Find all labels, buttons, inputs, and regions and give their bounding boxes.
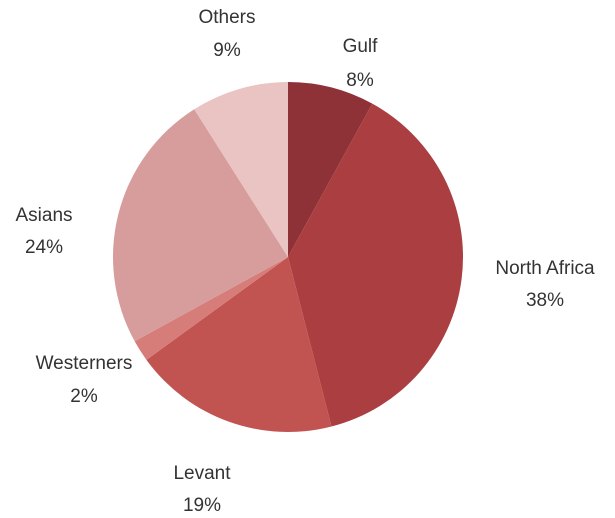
pie-slice-asians — [113, 109, 288, 342]
pie-slice-levant — [146, 257, 332, 432]
slice-value-levant: 19% — [183, 495, 221, 516]
slice-name-north-africa: North Africa — [495, 258, 595, 279]
slice-label-gulf: Gulf 8% — [343, 36, 379, 91]
slice-name-others: Others — [198, 7, 255, 28]
slice-value-asians: 24% — [25, 237, 63, 258]
slice-value-others: 9% — [213, 40, 241, 61]
pie-slice-others — [194, 81, 288, 257]
slice-value-north-africa: 38% — [526, 290, 564, 311]
slice-name-westerners: Westerners — [36, 353, 133, 374]
slice-name-asians: Asians — [15, 205, 72, 226]
slice-label-levant: Levant 19% — [173, 463, 231, 516]
slice-value-gulf: 8% — [346, 70, 374, 91]
pie-slice-westerners — [134, 257, 288, 360]
slice-label-north-africa: North Africa 38% — [495, 258, 595, 311]
pie-slices — [113, 81, 463, 432]
slice-label-westerners: Westerners 2% — [36, 353, 133, 407]
slice-value-westerners: 2% — [70, 386, 98, 407]
slice-label-others: Others 9% — [198, 7, 255, 61]
slice-label-asians: Asians 24% — [15, 205, 72, 258]
pie-slice-gulf — [288, 82, 373, 257]
slice-name-gulf: Gulf — [343, 36, 379, 57]
slice-name-levant: Levant — [173, 463, 231, 484]
pie-slice-north-africa — [288, 103, 463, 427]
